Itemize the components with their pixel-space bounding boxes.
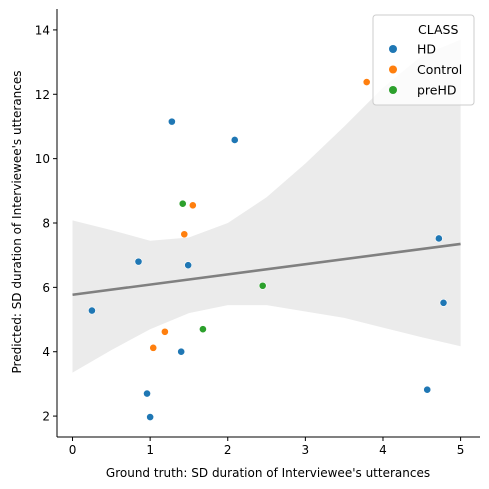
data-point-hd [423, 385, 432, 394]
legend-frame [372, 14, 475, 106]
data-point-hd [143, 389, 151, 398]
data-point-hd [230, 136, 239, 144]
data-point-hd [134, 257, 143, 266]
legend-label-hd: HD [417, 42, 436, 57]
data-point-hd [146, 413, 155, 421]
data-point-prehd [199, 325, 207, 334]
y-tick-label: 10 [35, 152, 50, 166]
legend-label-prehd: preHD [417, 83, 457, 98]
scatter-points-layer [88, 78, 448, 421]
y-tick-label: 14 [35, 23, 50, 37]
x-tick-label: 3 [302, 443, 310, 457]
regression-line [72, 242, 461, 297]
legend-title: CLASS [418, 22, 458, 37]
x-tick-label: 4 [379, 443, 387, 457]
regression-line-layer [72, 242, 461, 297]
x-tick-label: 5 [457, 443, 465, 457]
y-axis-label: Predicted: SD duration of Interviewee's … [10, 70, 24, 373]
data-point-hd [434, 234, 443, 243]
data-point-control [149, 343, 158, 352]
y-tick-label: 12 [35, 88, 50, 102]
data-point-hd [439, 298, 448, 307]
data-point-control [160, 327, 169, 336]
legend-marker-control [389, 65, 397, 74]
legend-items: HD Control preHD [389, 42, 462, 98]
legend-marker-hd [389, 45, 397, 53]
legend-label-control: Control [417, 62, 462, 77]
data-point-prehd [178, 199, 187, 208]
data-point-control [362, 78, 371, 86]
data-point-control [188, 201, 197, 210]
x-tick-label: 0 [69, 443, 77, 457]
x-tick-label: 2 [224, 443, 232, 457]
data-point-hd [177, 347, 186, 356]
confidence-band-layer [72, 39, 461, 373]
y-tick-label: 6 [42, 281, 50, 295]
legend: CLASS HD Control preHD [372, 14, 475, 106]
x-tick-label: 1 [146, 443, 154, 457]
y-tick-label: 8 [42, 217, 50, 231]
data-point-prehd [258, 281, 267, 290]
data-point-hd [184, 261, 193, 270]
confidence-band [72, 39, 461, 373]
data-point-hd [88, 306, 96, 315]
data-point-hd [167, 117, 176, 126]
legend-marker-prehd [389, 86, 397, 94]
data-point-control [180, 230, 189, 239]
y-tick-label: 2 [42, 410, 50, 424]
x-axis-label: Ground truth: SD duration of Interviewee… [106, 466, 430, 480]
y-tick-label: 4 [42, 345, 50, 359]
